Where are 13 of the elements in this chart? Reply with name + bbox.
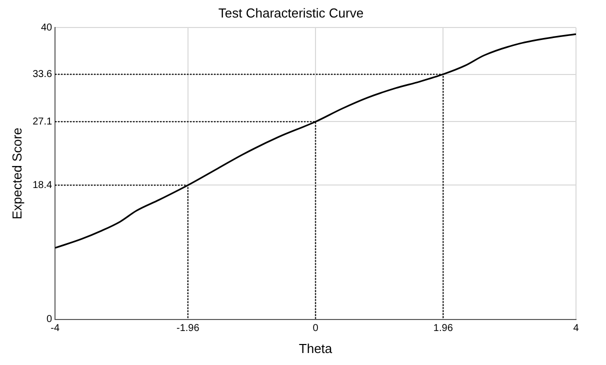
x-tick-label: 0 xyxy=(312,323,319,334)
chart-title: Test Characteristic Curve xyxy=(218,5,364,20)
x-tick-label: 1.96 xyxy=(433,323,454,334)
y-tick-label: 40 xyxy=(40,22,52,34)
x-tick-label: -1.96 xyxy=(176,323,200,334)
y-axis-title: Expected Score xyxy=(9,128,24,220)
y-tick-label: 0 xyxy=(46,314,52,326)
y-tick-label: 18.4 xyxy=(32,180,52,191)
x-tick-label: 4 xyxy=(573,323,580,334)
y-tick-label: 27.1 xyxy=(32,116,52,128)
y-tick-label: 33.6 xyxy=(32,69,52,80)
x-axis-title: Theta xyxy=(298,340,333,356)
x-tick-label: -4 xyxy=(50,323,60,334)
